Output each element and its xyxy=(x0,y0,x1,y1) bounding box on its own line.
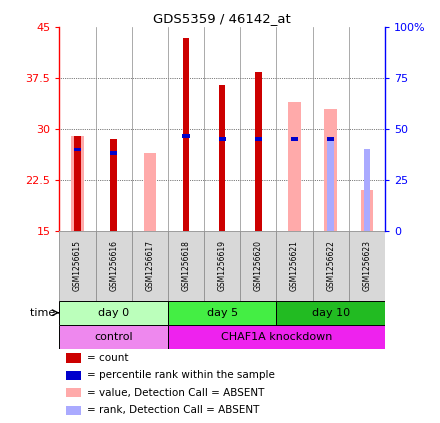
Bar xyxy=(168,301,276,325)
Bar xyxy=(110,151,117,155)
FancyBboxPatch shape xyxy=(276,231,313,301)
Text: GSM1256617: GSM1256617 xyxy=(145,240,154,291)
Text: day 5: day 5 xyxy=(207,308,238,318)
Text: GSM1256615: GSM1256615 xyxy=(73,240,82,291)
FancyBboxPatch shape xyxy=(240,231,276,301)
FancyBboxPatch shape xyxy=(59,231,95,301)
Bar xyxy=(291,137,298,141)
FancyBboxPatch shape xyxy=(204,231,240,301)
Bar xyxy=(74,148,81,151)
Bar xyxy=(327,137,334,141)
FancyBboxPatch shape xyxy=(349,231,385,301)
Bar xyxy=(168,325,385,349)
FancyBboxPatch shape xyxy=(313,231,349,301)
Bar xyxy=(66,406,81,415)
Text: = rank, Detection Call = ABSENT: = rank, Detection Call = ABSENT xyxy=(87,405,260,415)
Bar xyxy=(66,388,81,398)
Bar xyxy=(361,190,373,231)
Bar xyxy=(183,134,190,138)
Text: day 10: day 10 xyxy=(312,308,350,318)
Bar xyxy=(324,109,337,231)
Text: = percentile rank within the sample: = percentile rank within the sample xyxy=(87,370,275,380)
FancyBboxPatch shape xyxy=(132,231,168,301)
Bar xyxy=(66,354,81,363)
Text: GSM1256621: GSM1256621 xyxy=(290,240,299,291)
Text: = value, Detection Call = ABSENT: = value, Detection Call = ABSENT xyxy=(87,387,264,398)
Text: = count: = count xyxy=(87,353,128,363)
Bar xyxy=(183,38,189,231)
Text: GSM1256620: GSM1256620 xyxy=(254,240,263,291)
Bar xyxy=(71,136,84,231)
Bar xyxy=(219,85,225,231)
Bar xyxy=(255,71,262,231)
Bar xyxy=(363,149,370,231)
Bar xyxy=(110,139,117,231)
Title: GDS5359 / 46142_at: GDS5359 / 46142_at xyxy=(153,12,291,25)
Text: time: time xyxy=(30,308,59,318)
Bar xyxy=(288,102,301,231)
Text: GSM1256622: GSM1256622 xyxy=(326,240,335,291)
Text: day 0: day 0 xyxy=(98,308,129,318)
Bar xyxy=(255,137,262,141)
Bar xyxy=(59,301,168,325)
Bar xyxy=(74,136,81,231)
Bar xyxy=(59,325,168,349)
Text: GSM1256619: GSM1256619 xyxy=(218,240,227,291)
Bar xyxy=(276,301,385,325)
Text: control: control xyxy=(94,332,133,342)
Text: GSM1256623: GSM1256623 xyxy=(363,240,371,291)
FancyBboxPatch shape xyxy=(168,231,204,301)
Bar xyxy=(66,371,81,380)
Text: GSM1256618: GSM1256618 xyxy=(182,240,191,291)
Bar xyxy=(327,139,334,231)
Text: CHAF1A knockdown: CHAF1A knockdown xyxy=(221,332,332,342)
Text: GSM1256616: GSM1256616 xyxy=(109,240,118,291)
Bar xyxy=(143,153,156,231)
Bar xyxy=(219,137,226,141)
FancyBboxPatch shape xyxy=(95,231,132,301)
